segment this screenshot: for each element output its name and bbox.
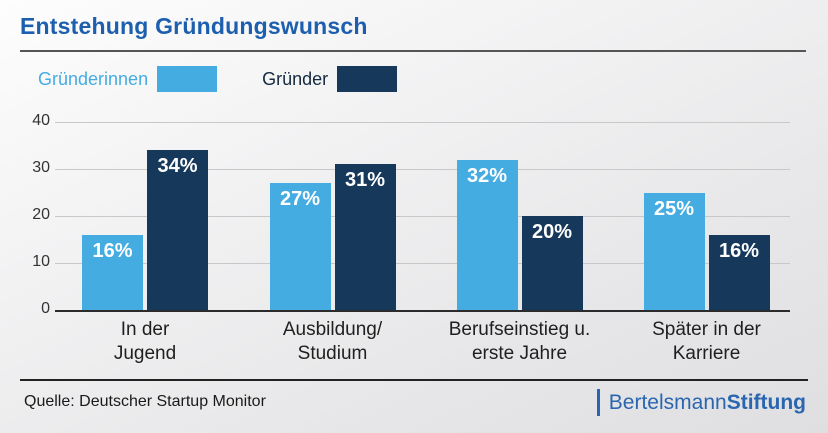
y-tick-label-0: 0 — [41, 300, 50, 317]
bar-value-label: 34% — [157, 155, 198, 178]
bar-value-label: 25% — [653, 197, 695, 220]
legend: Gründerinnen Gründer — [38, 66, 398, 92]
legend-label-gruender: Gründer — [262, 68, 329, 89]
x-category-label-2: Ausbildung/ Studium — [282, 319, 383, 364]
bar-group-1: 16% 34% — [82, 122, 208, 310]
bar-gründerinnen-2: 27% — [269, 183, 331, 310]
bar-gründerinnen-1: 16% — [82, 234, 143, 310]
title-divider — [20, 50, 806, 52]
gridline-30 — [55, 169, 790, 170]
gridline-40 — [55, 122, 790, 123]
bar-group-2: 27% 31% — [269, 122, 396, 310]
gridline-10 — [55, 263, 790, 264]
bar-group-3: 32% 20% — [456, 122, 583, 310]
bar-chart-plot-area: 16% 34% 27% 31% 32% 20% 25% 16% — [55, 122, 790, 312]
x-category-label-3: Berufseinstieg u. erste Jahre — [448, 319, 591, 364]
bar-gründer-3: 20% — [521, 216, 583, 310]
bar-gründer-4: 16% — [708, 234, 770, 310]
logo-text-regular: Bertelsmann — [608, 390, 727, 414]
legend-swatch-gruender — [337, 66, 398, 92]
gridline-20 — [55, 216, 790, 217]
bar-group-4: 25% 16% — [643, 122, 770, 310]
legend-label-gruenderinnen: Gründerinnen — [38, 68, 149, 89]
bar-gründer-2: 31% — [334, 164, 396, 310]
x-category-label-1: In der Jugend — [113, 319, 177, 364]
bar-value-label: 27% — [279, 188, 321, 211]
page-title: Entstehung Gründungswunsch — [20, 13, 368, 39]
source-note: Quelle: Deutscher Startup Monitor — [24, 393, 266, 410]
footer-divider — [20, 379, 808, 381]
logo-text: BertelsmannStiftung — [609, 391, 806, 415]
y-tick-label-30: 30 — [32, 159, 50, 176]
bar-value-label: 16% — [92, 239, 133, 262]
y-tick-label-20: 20 — [32, 206, 50, 223]
y-tick-label-10: 10 — [32, 253, 50, 270]
logo-vertical-bar-icon — [596, 389, 600, 416]
bar-value-label: 32% — [466, 164, 508, 187]
bertelsmann-stiftung-logo: BertelsmannStiftung — [596, 389, 806, 416]
x-category-label-4: Später in der Karriere — [652, 319, 761, 364]
bar-value-label: 20% — [531, 221, 573, 243]
bar-gründerinnen-4: 25% — [643, 192, 705, 310]
logo-text-bold: Stiftung — [726, 390, 806, 414]
bar-gründer-1: 34% — [147, 150, 208, 310]
y-tick-label-40: 40 — [32, 112, 50, 129]
x-axis-line — [55, 310, 790, 312]
legend-swatch-gruenderinnen — [157, 66, 218, 92]
bar-value-label: 16% — [718, 239, 760, 262]
bar-value-label: 31% — [344, 169, 386, 192]
bar-gründerinnen-3: 32% — [456, 159, 518, 310]
